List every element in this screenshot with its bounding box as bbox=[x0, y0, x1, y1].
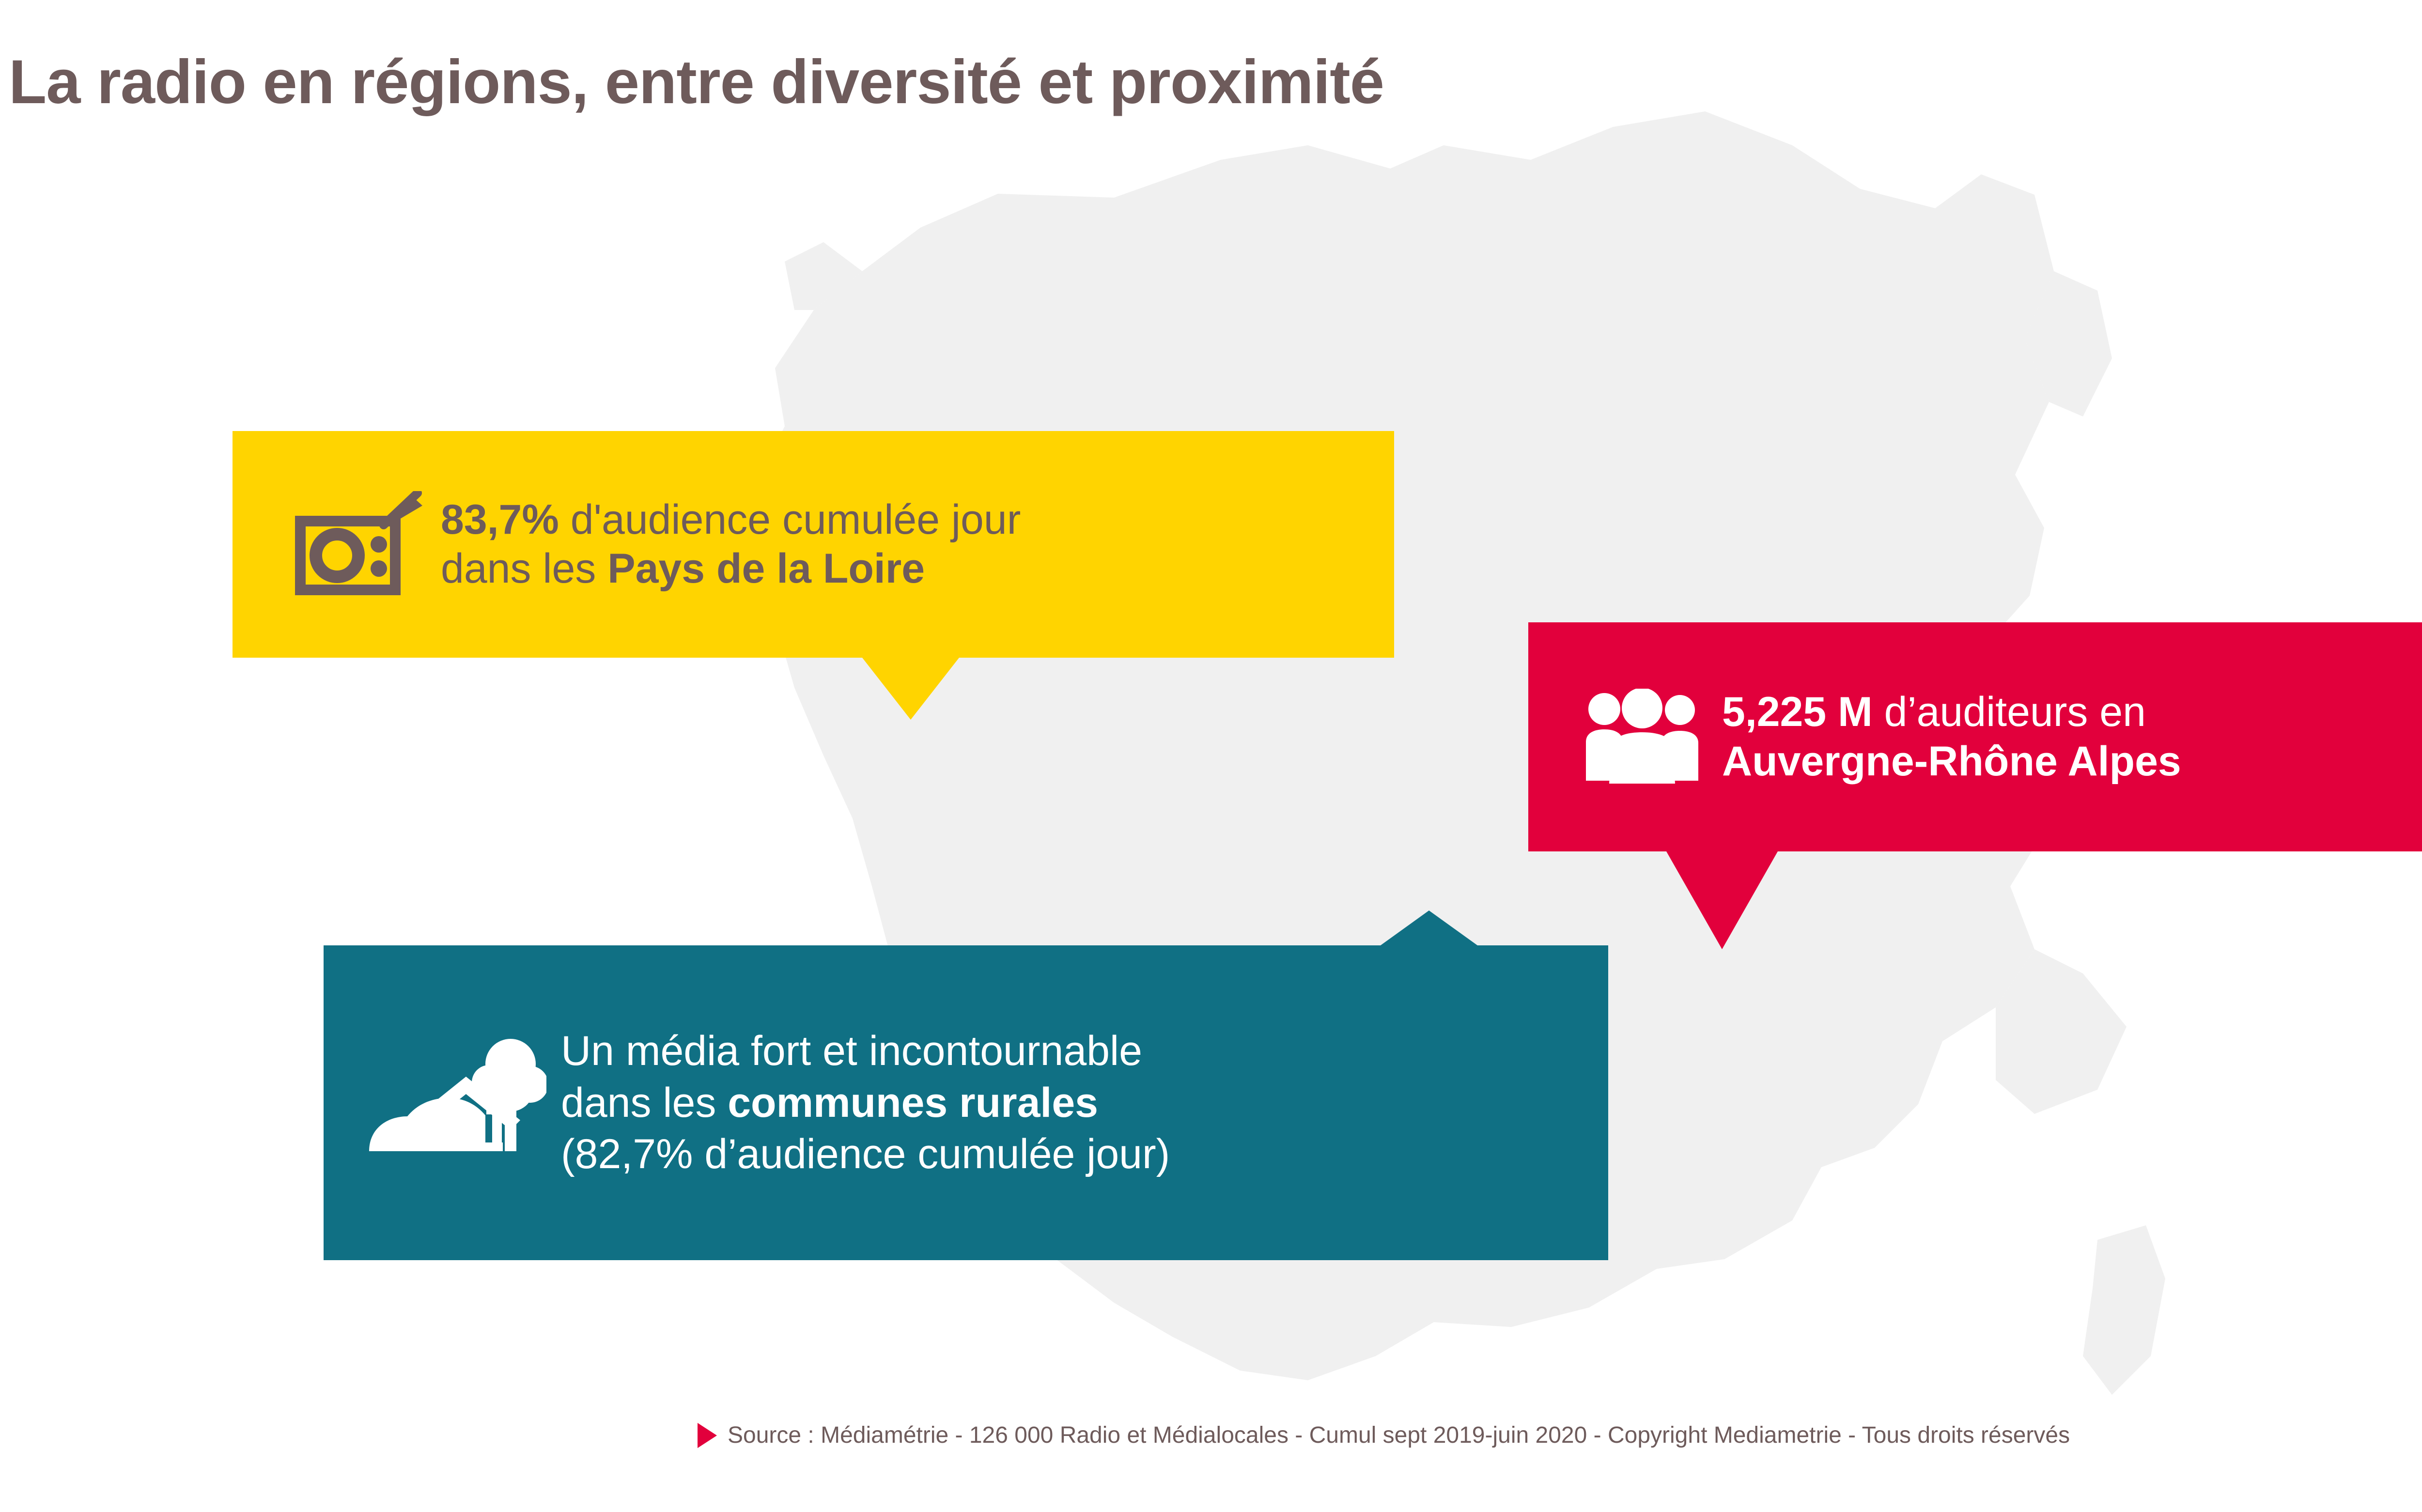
callout-tail-up bbox=[1381, 910, 1477, 945]
callout-line-1: 5,225 M d’auditeurs en bbox=[1722, 688, 2422, 737]
page-title: La radio en régions, entre diversité et … bbox=[9, 47, 1384, 117]
rural-house-tree-icon bbox=[362, 1030, 551, 1175]
callout-text-ara: 5,225 M d’auditeurs en Auvergne-Rhône Al… bbox=[1708, 688, 2422, 786]
stat-value: 83,7% bbox=[441, 496, 559, 543]
region-name: Auvergne-Rhône Alpes bbox=[1722, 738, 2181, 785]
callout-line-2: dans les Pays de la Loire bbox=[441, 544, 1375, 593]
stat-label: d'audience cumulée jour bbox=[559, 496, 1021, 543]
three-people-icon bbox=[1577, 688, 1708, 786]
callout-line-2: dans les communes rurales bbox=[561, 1077, 1602, 1129]
callout-line-2: Auvergne-Rhône Alpes bbox=[1722, 737, 2422, 786]
region-prefix: dans les bbox=[561, 1079, 728, 1126]
callout-tail-down bbox=[862, 658, 959, 720]
callout-text-rural: Un média fort et incontournable dans les… bbox=[551, 1025, 1602, 1180]
callout-background bbox=[233, 431, 1394, 658]
callout-pays-de-la-loire: 83,7% d'audience cumulée jour dans les P… bbox=[233, 431, 1394, 720]
region-prefix: dans les bbox=[441, 545, 608, 592]
callout-communes-rurales: Un média fort et incontournable dans les… bbox=[324, 910, 1608, 1260]
stat-value: 5,225 M bbox=[1722, 689, 1873, 736]
play-triangle-icon bbox=[698, 1423, 717, 1448]
callout-line-1: Un média fort et incontournable bbox=[561, 1028, 1142, 1075]
region-name: communes rurales bbox=[728, 1079, 1098, 1126]
callout-background bbox=[324, 945, 1608, 1260]
stat-label: d’auditeurs en bbox=[1872, 689, 2146, 736]
radio-icon bbox=[285, 491, 430, 598]
callout-auvergne-rhone-alpes: 5,225 M d’auditeurs en Auvergne-Rhône Al… bbox=[1528, 622, 2422, 949]
source-text: Source : Médiamétrie - 126 000 Radio et … bbox=[728, 1422, 2070, 1448]
source-footer: Source : Médiamétrie - 126 000 Radio et … bbox=[698, 1423, 2070, 1448]
callout-line-3: (82,7% d’audience cumulée jour) bbox=[561, 1131, 1170, 1178]
callout-text-loire: 83,7% d'audience cumulée jour dans les P… bbox=[430, 495, 1375, 594]
region-name: Pays de la Loire bbox=[607, 545, 925, 592]
callout-line-1: 83,7% d'audience cumulée jour bbox=[441, 495, 1375, 544]
callout-tail-down bbox=[1666, 851, 1778, 949]
